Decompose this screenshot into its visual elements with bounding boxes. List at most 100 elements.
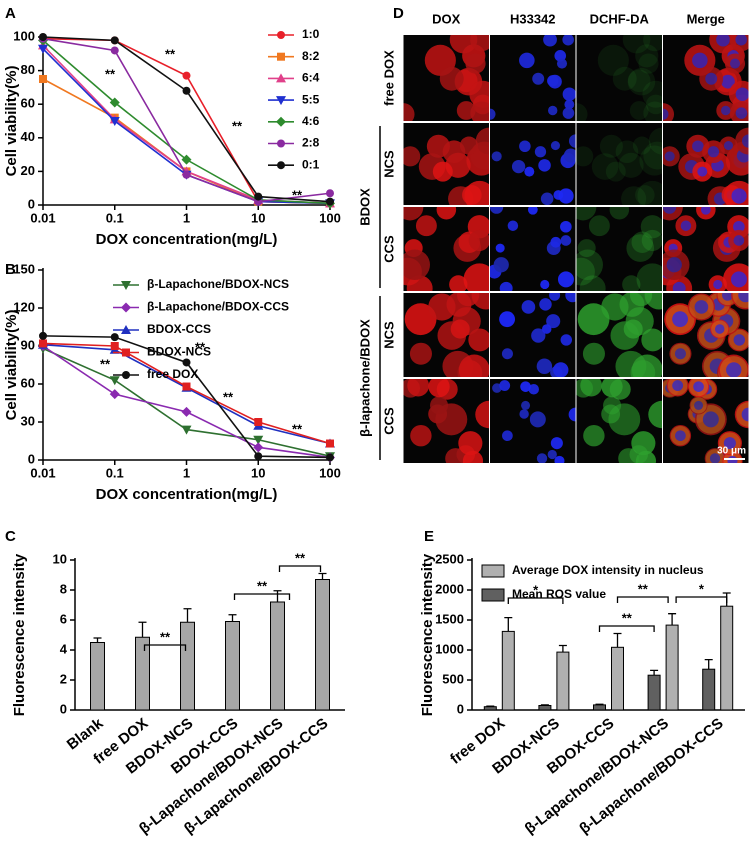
y-tick-label: 1000 xyxy=(435,641,464,656)
nucleus xyxy=(532,72,545,85)
panel-letter: E xyxy=(424,528,434,545)
cell xyxy=(631,231,654,253)
x-tick-label: 0.1 xyxy=(106,210,124,225)
x-tick-label: 100 xyxy=(319,210,341,225)
micrograph xyxy=(576,207,662,291)
nucleus xyxy=(663,207,677,214)
marker xyxy=(109,389,120,400)
micrograph xyxy=(663,379,749,463)
marker xyxy=(181,406,192,417)
error-bar xyxy=(228,614,237,622)
legend-marker xyxy=(277,161,285,170)
nucleus xyxy=(565,293,576,303)
cell xyxy=(403,103,415,121)
nucleus xyxy=(731,188,747,204)
cell xyxy=(622,275,641,291)
nucleus xyxy=(726,362,742,377)
x-tick-label: 0.1 xyxy=(106,465,124,480)
significance-label: ** xyxy=(105,66,116,81)
bar xyxy=(180,621,195,711)
y-tick-label: 120 xyxy=(13,299,35,314)
marker xyxy=(110,46,119,55)
nucleus xyxy=(546,314,561,329)
nucleus xyxy=(727,455,738,463)
cell xyxy=(631,354,662,377)
y-tick-label: 80 xyxy=(21,62,35,77)
column-header: H33342 xyxy=(510,11,556,26)
error-bar xyxy=(504,616,513,632)
significance-bracket xyxy=(598,625,655,632)
marker xyxy=(110,333,119,342)
marker xyxy=(181,154,192,165)
significance-label: ** xyxy=(638,581,649,596)
column-header: DOX xyxy=(432,11,461,26)
nucleus xyxy=(520,381,531,392)
cell xyxy=(601,379,623,398)
y-axis-label: Fluorescence intensity xyxy=(11,553,28,716)
row-label: free DOX xyxy=(381,50,396,106)
y-axis-label: Cell viability(%) xyxy=(3,310,20,421)
nucleus xyxy=(707,146,720,158)
significance-bracket xyxy=(233,593,291,600)
nucleus xyxy=(511,159,526,174)
significance-label: ** xyxy=(195,339,206,354)
nucleus xyxy=(521,400,531,410)
cell xyxy=(442,140,466,164)
x-tick-label: 1 xyxy=(183,465,190,480)
nucleus xyxy=(550,141,560,151)
cell xyxy=(648,127,662,155)
significance-label: ** xyxy=(100,356,111,371)
cell xyxy=(636,263,662,291)
y-tick-label: 150 xyxy=(13,261,35,276)
cell xyxy=(475,127,489,155)
nucleus xyxy=(568,407,576,422)
x-axis-label: DOX concentration(mg/L) xyxy=(96,231,278,248)
y-tick-label: 0 xyxy=(28,196,35,211)
marker xyxy=(39,33,47,41)
legend-label: free DOX xyxy=(147,367,198,381)
micrograph xyxy=(663,123,749,205)
cell xyxy=(615,140,639,164)
y-tick-label: 1500 xyxy=(435,611,464,626)
nucleus xyxy=(680,220,692,231)
cell xyxy=(618,152,644,178)
legend-label: 0:1 xyxy=(302,157,320,171)
nucleus xyxy=(541,324,552,334)
nucleus xyxy=(519,140,531,153)
cell xyxy=(643,101,662,121)
cell xyxy=(643,35,662,52)
panel-letter: D xyxy=(393,5,404,22)
nucleus xyxy=(735,107,748,119)
micrograph xyxy=(490,35,576,121)
legend-swatch xyxy=(481,564,505,578)
marker xyxy=(38,44,48,54)
cell xyxy=(580,379,603,397)
significance-label: ** xyxy=(223,389,234,404)
significance-label: * xyxy=(699,581,705,596)
cell xyxy=(470,101,489,121)
micrograph xyxy=(576,379,662,463)
nucleus xyxy=(538,159,551,172)
nucleus xyxy=(563,148,576,163)
significance-label: ** xyxy=(292,421,303,436)
cell xyxy=(403,207,424,221)
nucleus xyxy=(554,455,565,463)
marker xyxy=(182,71,191,80)
significance-bracket xyxy=(143,644,187,651)
bar xyxy=(647,674,661,711)
marker xyxy=(254,452,263,461)
nucleus xyxy=(528,384,539,395)
marker xyxy=(182,170,191,179)
y-tick-label: 8 xyxy=(60,581,67,596)
error-bar xyxy=(138,621,147,638)
cell xyxy=(639,145,662,176)
cell xyxy=(445,448,466,463)
error-bar xyxy=(668,613,677,626)
cell xyxy=(582,342,605,365)
legend-marker xyxy=(122,371,130,379)
significance-label: ** xyxy=(165,46,176,61)
cell xyxy=(577,239,596,258)
cell xyxy=(599,134,623,158)
legend-marker xyxy=(276,96,286,106)
nucleus xyxy=(730,271,747,288)
